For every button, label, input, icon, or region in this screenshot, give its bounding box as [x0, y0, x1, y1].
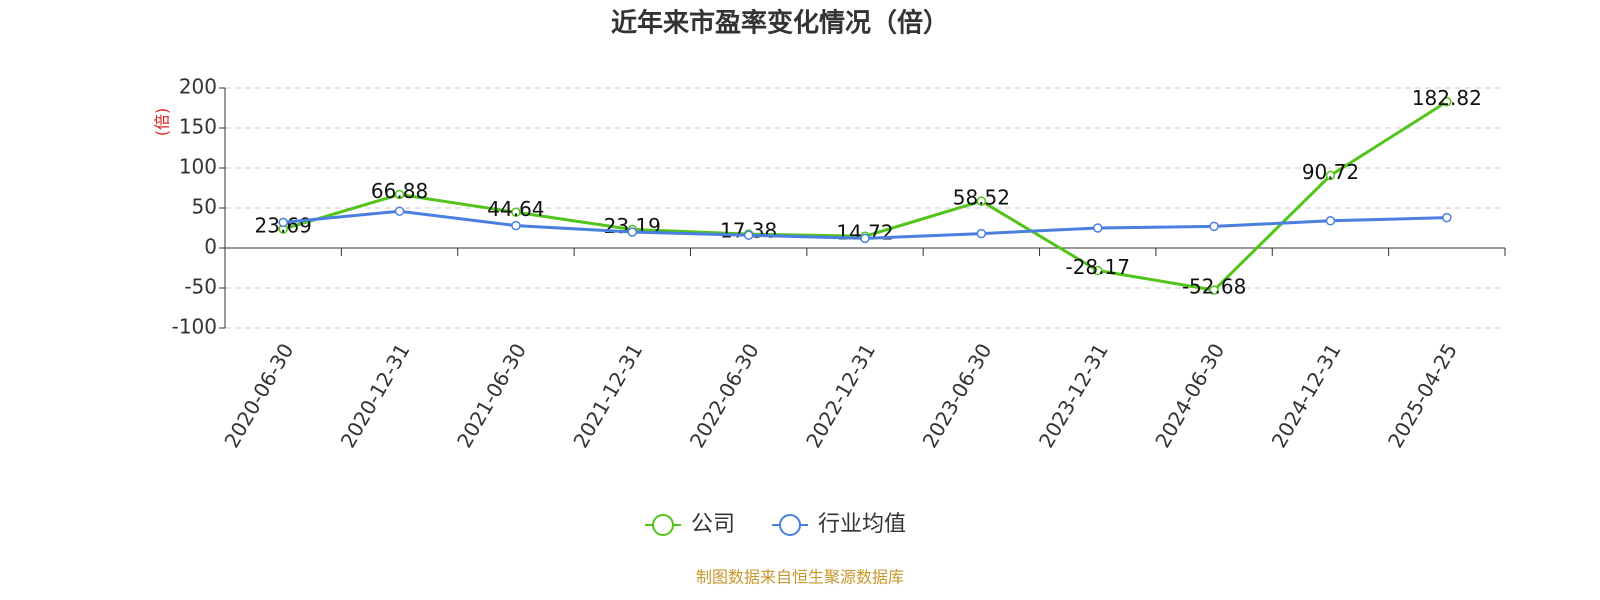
y-tick-label: -50	[184, 275, 217, 299]
data-point	[394, 189, 405, 200]
x-tick-label: 2024-12-31	[1267, 339, 1346, 452]
data-label: 44.64	[487, 197, 544, 221]
x-tick-label: 2020-12-31	[336, 339, 415, 452]
y-tick-label: -100	[172, 315, 217, 339]
data-label: 58.52	[953, 186, 1010, 210]
series-line	[282, 100, 1448, 292]
x-tick-label: 2023-12-31	[1034, 339, 1113, 452]
x-tick-label: 2021-12-31	[568, 339, 647, 452]
data-point	[1442, 212, 1452, 223]
data-point	[860, 233, 870, 244]
x-tick-label: 2025-04-25	[1383, 339, 1462, 452]
data-point	[1092, 265, 1103, 276]
data-label: -52.68	[1182, 275, 1246, 299]
data-label: 90.72	[1302, 160, 1359, 184]
legend-marker	[652, 514, 674, 536]
data-point	[1209, 285, 1219, 295]
source-note: 制图数据来自恒生聚源数据库	[696, 568, 904, 587]
chart-title: 近年来市盈率变化情况（倍）	[611, 8, 949, 39]
y-tick-label: 50	[192, 195, 217, 219]
x-tick-label: 2021-06-30	[452, 339, 531, 452]
data-point	[627, 227, 638, 237]
x-tick-label: 2020-06-30	[219, 339, 298, 452]
data-point	[743, 230, 754, 240]
y-tick-label: 150	[179, 115, 217, 139]
x-tick-label: 2024-06-30	[1150, 339, 1229, 452]
data-point	[1092, 223, 1103, 233]
legend-label: 公司	[691, 512, 735, 537]
y-tick-label: 200	[179, 75, 217, 99]
data-point	[394, 206, 405, 216]
y-unit: (倍)	[153, 108, 172, 137]
data-point	[1442, 96, 1452, 107]
data-point	[278, 217, 288, 228]
data-point	[1325, 170, 1336, 181]
legend-label: 行业均值	[818, 512, 906, 537]
data-point	[1209, 221, 1219, 232]
data-point	[976, 196, 987, 206]
legend-marker	[779, 514, 801, 536]
x-tick-label: 2022-06-30	[685, 339, 764, 452]
y-tick-label: 100	[179, 155, 217, 179]
data-label: 66.88	[371, 179, 428, 203]
data-label: 182.82	[1412, 86, 1482, 110]
data-label: -28.17	[1065, 255, 1129, 279]
data-point	[1325, 216, 1336, 226]
data-point	[511, 220, 521, 231]
x-tick-label: 2023-06-30	[918, 339, 997, 452]
data-point	[511, 207, 521, 218]
data-point	[976, 228, 987, 239]
y-tick-label: 0	[204, 235, 217, 259]
x-tick-label: 2022-12-31	[801, 339, 880, 452]
